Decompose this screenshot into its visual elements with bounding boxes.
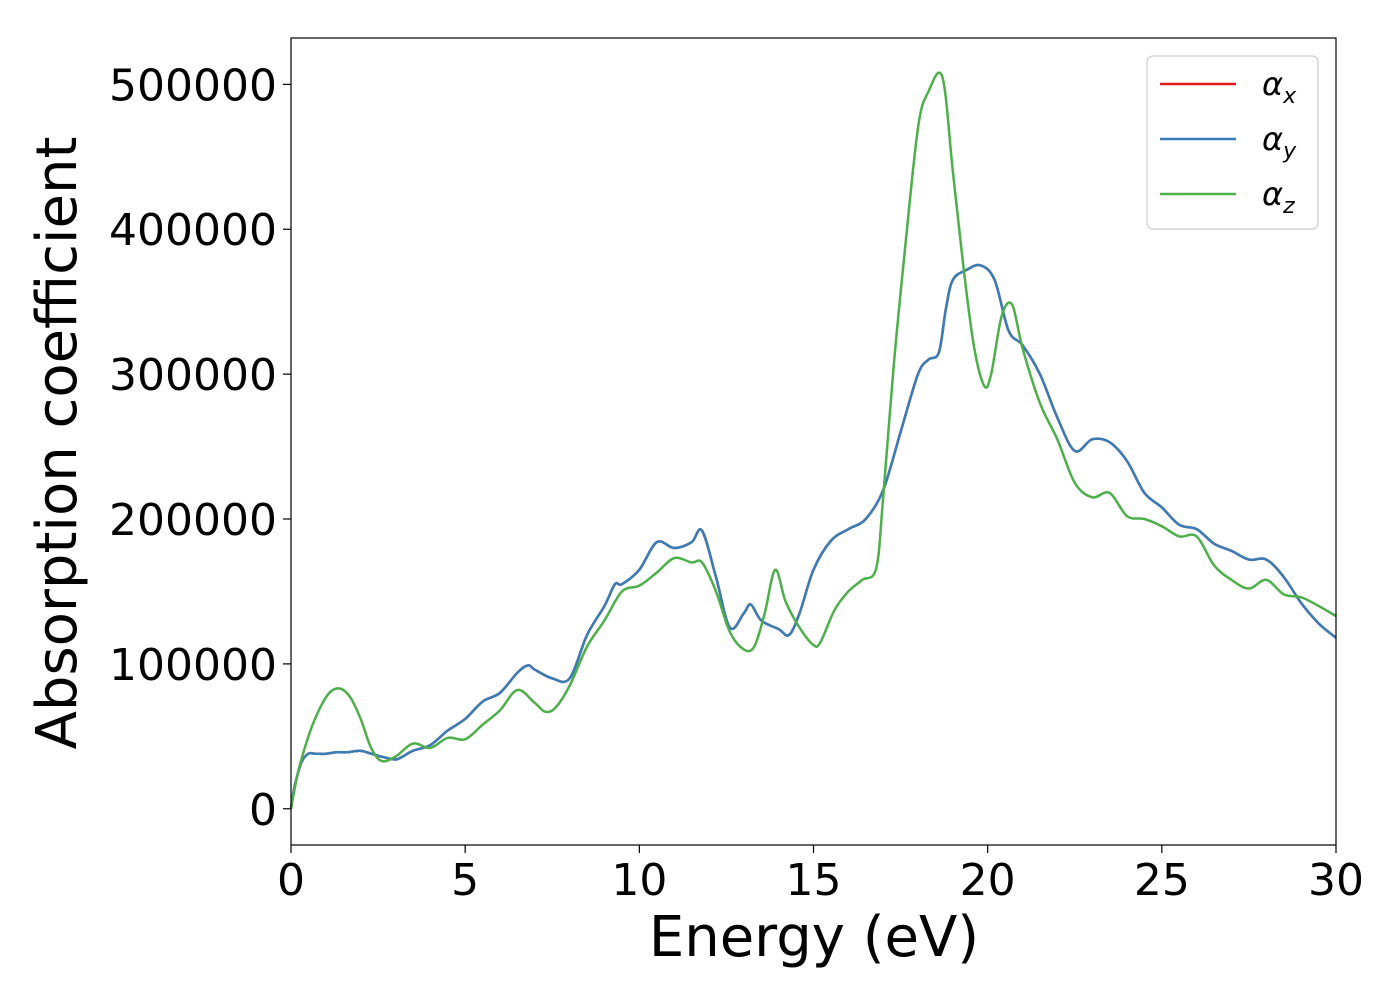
y-tick-label: 300000 — [109, 350, 277, 401]
y-tick-label: 0 — [249, 785, 277, 836]
x-tick-label: 15 — [786, 855, 842, 906]
y-tick-label: 500000 — [109, 60, 277, 111]
series-line-y — [289, 263, 1337, 809]
x-tick-label: 10 — [611, 855, 667, 906]
x-tick-label: 20 — [960, 855, 1016, 906]
x-axis-label: Energy (eV) — [649, 905, 979, 970]
y-tick-label: 200000 — [109, 495, 277, 546]
legend-box — [1146, 55, 1319, 230]
legend-item-y: αy — [1160, 120, 1297, 164]
series-line-z — [289, 71, 1337, 810]
x-tick-label: 25 — [1134, 855, 1190, 906]
legend-item-z: αz — [1160, 175, 1295, 219]
y-tick-label: 100000 — [109, 640, 277, 691]
y-axis-label: Absorption coefficient — [25, 137, 90, 750]
legend: αx αy αz — [1146, 55, 1319, 230]
x-tick-label: 5 — [451, 855, 479, 906]
legend-label-x: αx — [1262, 65, 1297, 109]
ticks-group: 0 5 10 15 20 25 30 0 100000 200000 300000 400000 500… — [109, 60, 1364, 906]
x-tick-label: 0 — [277, 855, 305, 906]
legend-label-z: αz — [1262, 175, 1295, 219]
y-tick-label: 400000 — [109, 205, 277, 256]
x-tick-label: 30 — [1308, 855, 1364, 906]
legend-label-y: αy — [1262, 120, 1297, 164]
series-lines — [289, 71, 1337, 810]
plot-frame — [290, 37, 1337, 846]
legend-item-x: αx — [1160, 65, 1297, 109]
